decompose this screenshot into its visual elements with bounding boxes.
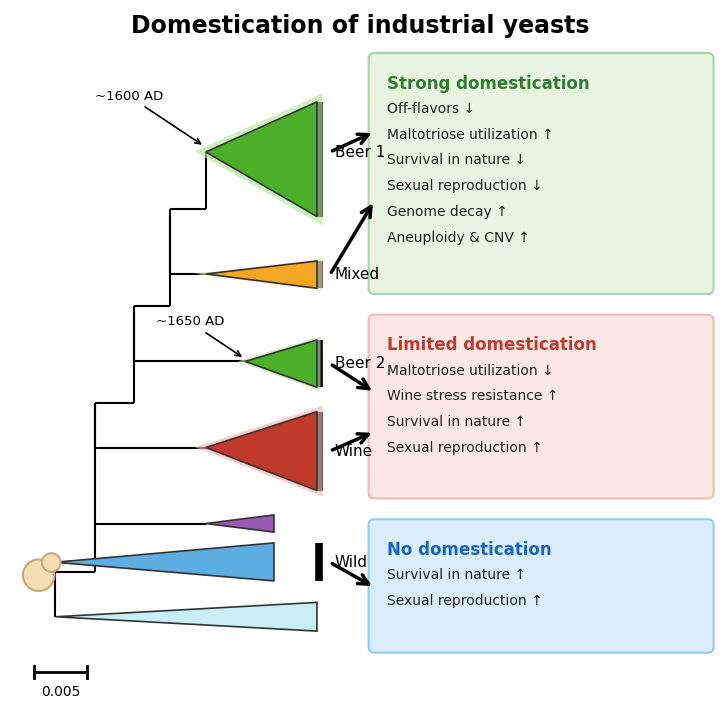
Text: ~1650 AD: ~1650 AD bbox=[156, 315, 240, 356]
Polygon shape bbox=[55, 543, 274, 581]
Text: Beer 2: Beer 2 bbox=[335, 356, 385, 371]
Polygon shape bbox=[194, 94, 323, 225]
Text: Sexual reproduction ↑: Sexual reproduction ↑ bbox=[387, 441, 543, 455]
Text: Sexual reproduction ↓: Sexual reproduction ↓ bbox=[387, 179, 543, 193]
Text: Off-flavors ↓: Off-flavors ↓ bbox=[387, 102, 475, 116]
FancyBboxPatch shape bbox=[369, 53, 714, 294]
Text: Genome decay ↑: Genome decay ↑ bbox=[387, 205, 508, 219]
Text: Sexual reproduction ↑: Sexual reproduction ↑ bbox=[387, 594, 543, 608]
Polygon shape bbox=[246, 340, 317, 387]
Text: Survival in nature ↓: Survival in nature ↓ bbox=[387, 153, 526, 168]
Polygon shape bbox=[238, 336, 320, 391]
Text: No domestication: No domestication bbox=[387, 541, 552, 559]
FancyBboxPatch shape bbox=[369, 315, 714, 498]
Text: Survival in nature ↑: Survival in nature ↑ bbox=[387, 568, 526, 582]
Polygon shape bbox=[206, 261, 317, 288]
Text: ~1600 AD: ~1600 AD bbox=[94, 89, 200, 144]
Text: Wine: Wine bbox=[335, 444, 373, 459]
Polygon shape bbox=[194, 259, 323, 290]
Polygon shape bbox=[55, 603, 317, 631]
Polygon shape bbox=[206, 102, 317, 217]
Polygon shape bbox=[194, 406, 323, 497]
Text: Wild: Wild bbox=[335, 554, 368, 570]
Text: Beer 1: Beer 1 bbox=[335, 145, 385, 160]
Text: Limited domestication: Limited domestication bbox=[387, 336, 597, 354]
Text: Wine stress resistance ↑: Wine stress resistance ↑ bbox=[387, 390, 559, 403]
Text: Aneuploidy & CNV ↑: Aneuploidy & CNV ↑ bbox=[387, 231, 530, 245]
Text: Strong domestication: Strong domestication bbox=[387, 75, 590, 93]
Text: Survival in nature ↑: Survival in nature ↑ bbox=[387, 415, 526, 429]
Circle shape bbox=[23, 559, 55, 591]
FancyBboxPatch shape bbox=[369, 519, 714, 652]
Text: 0.005: 0.005 bbox=[41, 685, 80, 699]
Text: Maltotriose utilization ↓: Maltotriose utilization ↓ bbox=[387, 364, 554, 377]
Circle shape bbox=[42, 553, 60, 572]
Polygon shape bbox=[206, 412, 317, 490]
Text: Mixed: Mixed bbox=[335, 267, 380, 282]
Polygon shape bbox=[206, 515, 274, 532]
Text: Domestication of industrial yeasts: Domestication of industrial yeasts bbox=[131, 14, 589, 38]
Text: Maltotriose utilization ↑: Maltotriose utilization ↑ bbox=[387, 127, 554, 142]
